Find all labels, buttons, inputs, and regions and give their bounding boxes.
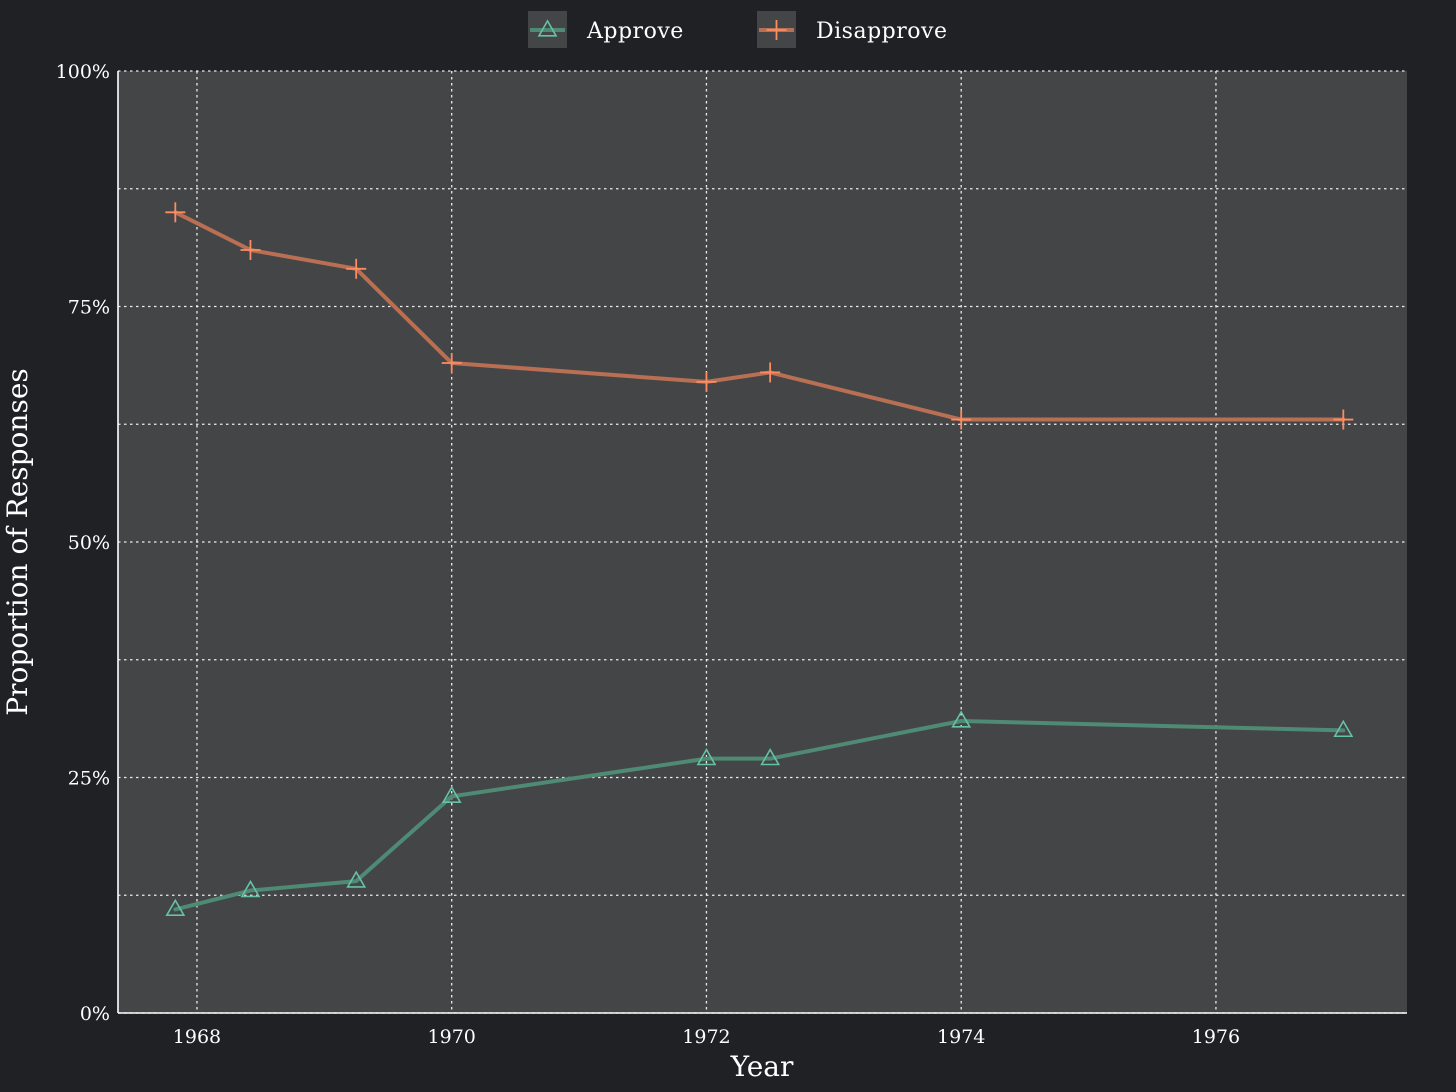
x-axis-title: Year <box>730 1050 794 1083</box>
y-axis-title: Proportion of Responses <box>1 368 34 716</box>
x-tick-label: 1974 <box>937 1026 985 1048</box>
legend-item-approve: Approve <box>528 11 684 48</box>
approve-point <box>165 898 186 917</box>
x-tick-label: 1970 <box>428 1026 476 1048</box>
legend-item-disapprove: Disapprove <box>757 11 947 48</box>
disapprove-point <box>1333 409 1354 430</box>
approve-point <box>1333 719 1354 738</box>
disapprove-point <box>441 353 462 374</box>
disapprove-point <box>240 239 261 260</box>
legend-label: Approve <box>586 19 684 44</box>
legend: Approve Disapprove <box>528 11 947 48</box>
axes <box>117 71 1407 1014</box>
x-tick-label: 1968 <box>173 1026 221 1048</box>
legend-label: Disapprove <box>816 19 947 44</box>
disapprove-point <box>696 371 717 392</box>
legend-key-marker <box>537 19 558 37</box>
approve-point <box>760 748 781 766</box>
x-tick-label: 1972 <box>682 1026 730 1048</box>
disapprove-point <box>165 202 186 223</box>
disapprove-point <box>346 258 367 279</box>
approve-line <box>173 718 1346 912</box>
y-tick-label: 25% <box>68 768 110 790</box>
approve-point <box>240 879 261 898</box>
legend-key-marker <box>766 20 787 40</box>
approve-point <box>696 748 717 766</box>
x-tick-label: 1976 <box>1192 1026 1240 1048</box>
tick-labels: 0% 25% 50% 75% 100% 1968 1970 1972 1974 1976 <box>56 61 1240 1048</box>
y-tick-label: 50% <box>68 532 110 554</box>
series-disapprove <box>165 202 1354 430</box>
approve-point <box>441 785 462 803</box>
y-tick-label: 0% <box>80 1003 110 1025</box>
series-approve <box>165 710 1354 917</box>
disapprove-point <box>951 409 972 430</box>
approve-point <box>951 710 972 728</box>
y-tick-label: 100% <box>56 61 110 83</box>
disapprove-point <box>760 362 781 383</box>
disapprove-line <box>173 210 1346 422</box>
y-tick-label: 75% <box>68 297 110 319</box>
approve-point <box>346 870 367 888</box>
data-series <box>165 202 1354 917</box>
